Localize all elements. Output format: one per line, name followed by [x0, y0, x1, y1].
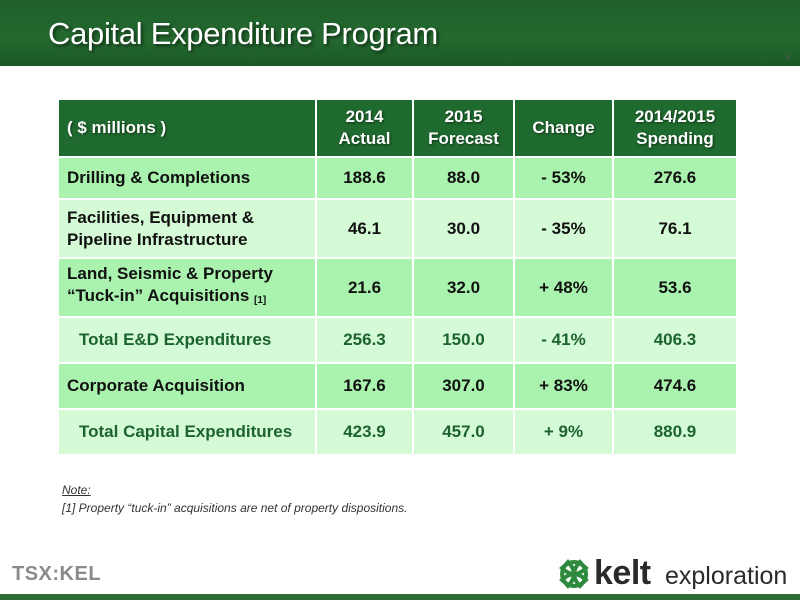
- cell-value: - 35%: [514, 199, 614, 259]
- header-cell-units: ( $ millions ): [59, 100, 317, 158]
- cell-value: 307.0: [413, 363, 515, 410]
- cell-value: 188.6: [316, 157, 414, 200]
- table-row-total: Total Capital Expenditures 423.9 457.0 +…: [59, 409, 738, 456]
- cell-value: - 53%: [514, 157, 614, 200]
- capex-table: ( $ millions ) 2014 Actual 2015 Forecast…: [59, 100, 738, 456]
- row-label: Drilling & Completions: [59, 157, 317, 200]
- footnote-block: Note: [1] Property “tuck-in” acquisition…: [62, 481, 408, 517]
- cell-value: 276.6: [613, 157, 738, 200]
- cell-value: + 9%: [514, 409, 614, 456]
- header-cell-spending: 2014/2015 Spending: [613, 100, 738, 158]
- row-label: Total Capital Expenditures: [59, 409, 317, 456]
- cell-value: 46.1: [316, 199, 414, 259]
- cell-value: 150.0: [413, 317, 515, 364]
- header-cell-change: Change: [514, 100, 614, 158]
- cell-value: 423.9: [316, 409, 414, 456]
- row-label-cell: Land, Seismic & Property “Tuck-in” Acqui…: [59, 258, 317, 318]
- cell-value: - 41%: [514, 317, 614, 364]
- note-text: [1] Property “tuck-in” acquisitions are …: [62, 501, 408, 515]
- cell-value: 32.0: [413, 258, 515, 318]
- cell-value: 88.0: [413, 157, 515, 200]
- tsx-ticker-logo: TSX:KEL: [12, 563, 102, 585]
- cell-value: 474.6: [613, 363, 738, 410]
- kelt-knot-icon: [559, 559, 589, 589]
- table-row-subtotal: Total E&D Expenditures 256.3 150.0 - 41%…: [59, 317, 738, 364]
- table-row: Facilities, Equipment & Pipeline Infrast…: [59, 199, 738, 259]
- table-row: Land, Seismic & Property “Tuck-in” Acqui…: [59, 258, 738, 318]
- header-bar: Capital Expenditure Program: [0, 0, 800, 66]
- table-row: Corporate Acquisition 167.6 307.0 + 83% …: [59, 363, 738, 410]
- cell-value: 30.0: [413, 199, 515, 259]
- kelt-logo-subword: exploration: [665, 562, 788, 590]
- footer-bar: [0, 594, 800, 600]
- cell-value: + 83%: [514, 363, 614, 410]
- cell-value: 21.6: [316, 258, 414, 318]
- note-title: Note:: [62, 483, 91, 497]
- kelt-logo-word: kelt: [594, 554, 651, 592]
- header-cell-2014-actual: 2014 Actual: [316, 100, 414, 158]
- cell-value: 167.6: [316, 363, 414, 410]
- row-label: Total E&D Expenditures: [59, 317, 317, 364]
- row-label: Land, Seismic & Property “Tuck-in” Acqui…: [67, 264, 273, 305]
- cell-value: 406.3: [613, 317, 738, 364]
- cell-value: 53.6: [613, 258, 738, 318]
- cell-value: 457.0: [413, 409, 515, 456]
- table-header-row: ( $ millions ) 2014 Actual 2015 Forecast…: [59, 100, 738, 158]
- page-number: 4: [785, 52, 791, 62]
- cell-value: + 48%: [514, 258, 614, 318]
- table-row: Drilling & Completions 188.6 88.0 - 53% …: [59, 157, 738, 200]
- row-label: Corporate Acquisition: [59, 363, 317, 410]
- cell-value: 880.9: [613, 409, 738, 456]
- footnote-marker: [1]: [254, 295, 267, 306]
- header-cell-2015-forecast: 2015 Forecast: [413, 100, 515, 158]
- cell-value: 256.3: [316, 317, 414, 364]
- page-title: Capital Expenditure Program: [48, 16, 438, 51]
- cell-value: 76.1: [613, 199, 738, 259]
- row-label: Facilities, Equipment & Pipeline Infrast…: [59, 199, 317, 259]
